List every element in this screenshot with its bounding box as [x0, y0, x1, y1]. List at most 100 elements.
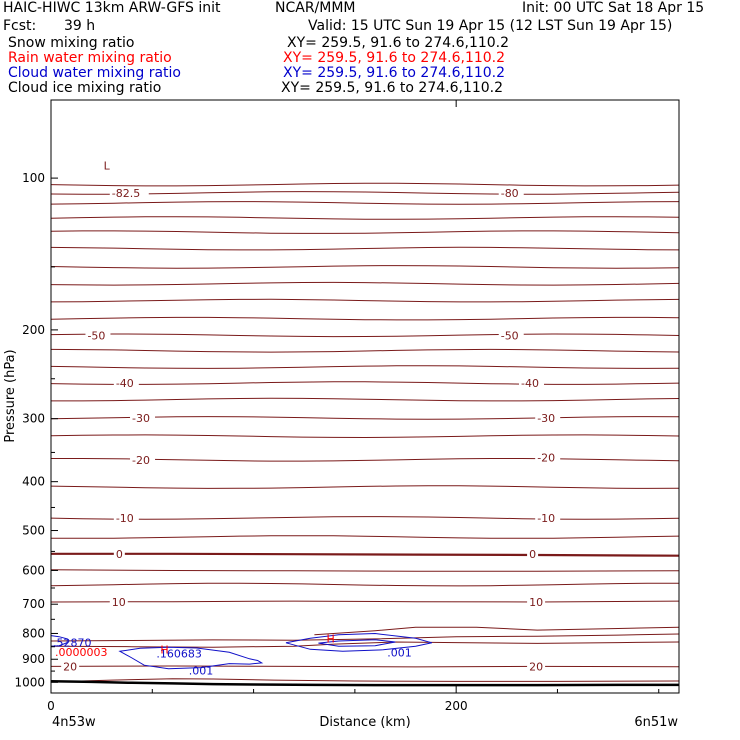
field-annotation: .0000003	[55, 646, 108, 659]
terrain-surface-line	[50, 679, 679, 687]
isotherm-label: -50	[501, 329, 519, 342]
y-tick-label: 900	[22, 652, 45, 666]
y-tick-label: 800	[22, 626, 45, 640]
isotherm-label: -10	[537, 512, 555, 525]
isotherm-line	[50, 678, 680, 683]
y-tick-label: 300	[22, 412, 45, 426]
field-annotation: .001	[387, 647, 412, 660]
forecast-label: Fcst:	[3, 18, 37, 34]
y-tick-label: 600	[22, 563, 45, 577]
isotherm-lines	[50, 182, 680, 683]
label-knockout	[535, 511, 561, 524]
isotherm-line	[51, 397, 680, 402]
isotherm-line	[50, 316, 680, 321]
y-tick-label: 400	[22, 475, 45, 489]
label-knockout	[130, 453, 156, 466]
field-annotation: H	[327, 632, 335, 645]
isotherm-label: -80	[501, 187, 519, 200]
label-knockout	[535, 451, 561, 464]
isotherm-label: 0	[529, 548, 536, 561]
isotherm-label: 20	[63, 660, 77, 673]
field-name-snow: Snow mixing ratio	[8, 35, 135, 51]
isotherm-line	[50, 600, 680, 603]
isotherm-label: 20	[529, 660, 543, 673]
isotherm-line	[50, 633, 680, 642]
y-tick-label: 1000	[14, 675, 45, 689]
field-name-cloud-ice: Cloud ice mixing ratio	[8, 80, 162, 96]
field-annotation: .160683	[156, 647, 202, 660]
label-knockout	[527, 596, 546, 609]
isotherm-label: -20	[132, 454, 150, 467]
isotherm-line	[50, 434, 680, 439]
field-xy-rain: XY= 259.5, 91.6 to 274.6,110.2	[283, 50, 506, 66]
x-start-label: 4n53w	[52, 715, 96, 730]
isotherm-label: -30	[132, 412, 150, 425]
field-annotation: .001	[189, 664, 214, 677]
label-knockout	[113, 511, 139, 524]
cloud-water-contour	[118, 646, 264, 670]
label-knockout	[535, 411, 561, 424]
isotherm-line	[51, 552, 680, 557]
isotherm-line	[50, 348, 680, 353]
label-knockout	[130, 411, 156, 424]
isotherm-line	[50, 665, 680, 668]
x-tick-label: 0	[47, 699, 55, 713]
cloud-water-contour	[318, 639, 396, 647]
isotherm-line	[50, 333, 680, 338]
y-tick-label: 700	[22, 597, 45, 611]
isotherm-line	[50, 365, 680, 369]
x-axis-label: Distance (km)	[319, 715, 410, 730]
label-knockout	[113, 547, 125, 560]
isotherm-line	[50, 535, 680, 539]
y-tick-label: 200	[22, 323, 45, 337]
label-knockout	[109, 186, 149, 199]
cloud-water-contour	[285, 632, 433, 652]
field-name-cloud-water: Cloud water mixing ratio	[8, 65, 181, 81]
field-annotation: H	[160, 643, 168, 656]
label-knockout	[113, 377, 139, 390]
valid-time: Valid: 15 UTC Sun 19 Apr 15 (12 LST Sun …	[308, 18, 673, 34]
field-name-rain: Rain water mixing ratio	[8, 50, 172, 66]
isotherm-line	[50, 381, 680, 385]
isotherm-line	[50, 485, 680, 489]
isotherm-line	[50, 281, 680, 286]
isotherm-line	[50, 298, 680, 303]
field-xy-snow: XY= 259.5, 91.6 to 274.6,110.2	[287, 35, 510, 51]
isotherm-line	[50, 516, 680, 520]
isotherm-line	[50, 182, 680, 187]
contour-labels: -82.5 -80 -50 -50 -40 -40 -30 -30 -20 -20 -10 -10 0 0…	[53, 160, 561, 677]
isotherm-label: -40	[521, 377, 539, 390]
label-knockout	[518, 377, 544, 390]
forecast-hours: 39 h	[64, 18, 96, 34]
terrain-layer	[50, 679, 679, 687]
isotherm-line	[51, 458, 680, 462]
field-annotation: .52870	[53, 637, 91, 650]
isotherm-line	[50, 416, 680, 420]
isotherm-label: 0	[116, 548, 123, 561]
cloud-contours	[50, 632, 433, 670]
x-tick-label: 200	[445, 699, 468, 713]
field-xy-cloud-ice: XY= 259.5, 91.6 to 274.6,110.2	[281, 80, 504, 96]
isotherm-line	[50, 216, 680, 220]
isotherm-line	[50, 246, 680, 251]
isotherm-label: 10	[529, 596, 543, 609]
isotherm-line	[50, 191, 680, 195]
x-end-label: 6n51w	[634, 715, 678, 730]
isotherm-line	[50, 569, 680, 572]
label-knockout	[85, 329, 111, 342]
isotherm-label: -30	[537, 412, 555, 425]
isotherm-line	[50, 582, 679, 587]
y-axis-label: Pressure (hPa)	[3, 349, 18, 442]
isotherm-line	[50, 641, 680, 648]
isotherm-label: -82.5	[112, 187, 140, 200]
isotherm-line	[50, 230, 680, 234]
isotherm-label: -40	[116, 377, 134, 390]
isotherm-label: -10	[116, 512, 134, 525]
isotherm-line	[50, 201, 680, 205]
init-time: Init: 00 UTC Sat 18 Apr 15	[522, 0, 705, 16]
label-knockout	[527, 660, 546, 673]
model-title: HAIC-HIWC 13km ARW-GFS init	[3, 0, 221, 16]
isotherm-line	[314, 626, 680, 636]
